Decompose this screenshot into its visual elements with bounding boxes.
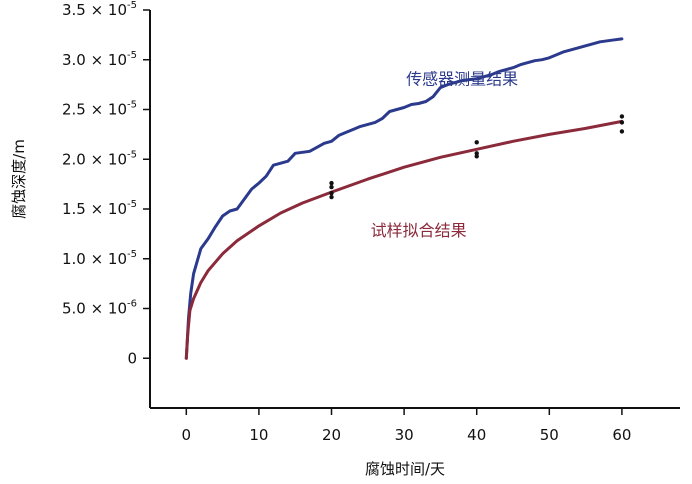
y-tick-label: 5.0 × 10-6 [62, 299, 137, 318]
x-tick-label: 20 [322, 426, 341, 444]
data-point [329, 190, 334, 196]
series-annotation-label: 试样拟合结果 [371, 221, 467, 240]
y-tick-mantissa: 3.5 × 10 [62, 1, 127, 19]
y-tick-label: 3.0 × 10-5 [62, 50, 137, 69]
data-point [329, 194, 334, 200]
y-axis-title: 腐蚀深度/m [10, 139, 28, 219]
data-point [474, 154, 479, 159]
x-tick-label: 0 [182, 426, 192, 444]
y-tick-mantissa: 3.0 × 10 [62, 51, 127, 69]
data-point [474, 140, 479, 145]
y-tick-exponent: -5 [127, 50, 137, 61]
series-line-1 [184, 119, 624, 360]
y-ticks: 05.0 × 10-61.0 × 10-51.5 × 10-52.0 × 10-… [62, 0, 150, 367]
data-point [329, 180, 334, 186]
data-point [619, 114, 625, 119]
y-tick-exponent: -5 [127, 0, 137, 11]
y-tick-mantissa: 5.0 × 10 [62, 300, 127, 318]
series-line-0 [184, 37, 624, 360]
y-tick-label: 2.5 × 10-5 [62, 100, 137, 119]
y-tick-label: 3.5 × 10-5 [62, 0, 137, 19]
data-point [619, 129, 625, 134]
y-tick-exponent: -5 [127, 100, 137, 111]
series-annotation-label: 传感器测量结果 [406, 70, 518, 89]
y-tick-mantissa: 2.5 × 10 [62, 101, 127, 119]
y-tick-mantissa: 1.5 × 10 [62, 200, 127, 218]
data-point [619, 120, 625, 125]
x-tick-label: 30 [395, 426, 414, 444]
y-tick-mantissa: 0 [127, 349, 137, 367]
y-tick-exponent: -5 [127, 249, 137, 260]
series-layer [184, 37, 625, 360]
y-tick-label: 1.5 × 10-5 [62, 199, 137, 218]
x-ticks: 0 10 20 30 40 50 60 [182, 408, 631, 444]
x-tick-label: 10 [249, 426, 268, 444]
y-tick-label: 1.0 × 10-5 [62, 249, 137, 268]
y-tick-mantissa: 1.0 × 10 [62, 250, 127, 268]
y-tick-label: 2.0 × 10-5 [62, 149, 137, 168]
x-tick-label: 60 [612, 426, 631, 444]
y-tick-exponent: -5 [127, 199, 137, 210]
y-tick-label: 0 [127, 349, 137, 367]
x-axis-title: 腐蚀时间/天 [365, 460, 445, 478]
x-tick-label: 50 [540, 426, 559, 444]
data-point [329, 184, 334, 190]
x-tick-label: 40 [467, 426, 486, 444]
y-tick-exponent: -6 [127, 299, 137, 310]
y-tick-exponent: -5 [127, 149, 137, 160]
y-tick-mantissa: 2.0 × 10 [62, 150, 127, 168]
